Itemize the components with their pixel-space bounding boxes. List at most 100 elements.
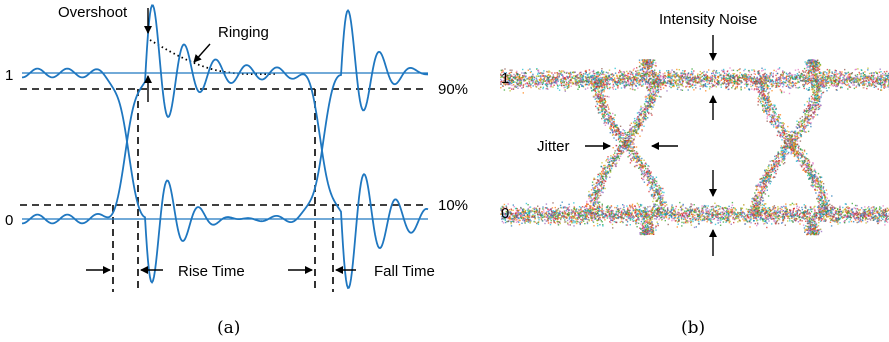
eye-sample-dot [571,216,573,218]
eye-sample-dot [783,91,785,93]
eye-sample-dot [758,72,761,74]
eye-sample-dot [855,217,857,219]
eye-sample-dot [520,217,523,220]
eye-sample-dot [625,81,627,83]
eye-sample-dot [779,82,781,85]
eye-sample-dot [843,75,846,77]
eye-sample-dot [537,75,539,77]
eye-sample-dot [880,219,882,222]
eye-sample-dot [887,84,889,86]
eye-sample-dot [663,74,665,77]
eye-sample-dot [865,83,867,85]
eye-sample-dot [583,206,586,208]
eye-sample-dot [654,77,656,80]
eye-sample-dot [651,79,653,81]
eye-sample-dot [529,215,531,217]
eye-sample-dot [631,81,634,83]
eye-sample-dot [807,219,809,222]
eye-sample-dot [622,208,624,210]
eye-sample-dot [500,87,502,89]
eye-sample-dot [748,217,750,219]
eye-sample-dot [723,211,725,213]
eye-sample-dot [723,72,726,74]
eye-sample-dot [772,208,774,210]
eye-sample-dot [657,75,659,77]
eye-sample-dot [703,80,705,82]
eye-sample-dot [812,85,814,87]
eye-sample-dot [724,206,727,209]
eye-sample-dot [872,81,874,83]
eye-sample-dot [887,209,889,212]
eye-sample-dot [725,74,727,77]
eye-sample-dot [580,215,583,217]
eye-sample-dot [546,214,549,216]
eye-sample-dot [570,82,572,84]
eye-sample-dot [736,81,739,83]
eye-sample-dot [534,81,537,83]
eye-sample-dot [801,80,804,82]
eye-sample-dot [757,219,759,221]
eye-sample-dot [568,206,571,208]
eye-sample-dot [716,209,718,212]
eye-sample-dot [682,85,684,88]
eye-sample-dot [761,70,763,72]
eye-sample-dot [817,212,819,215]
eye-sample-dot [644,216,647,218]
eye-sample-dot [519,215,522,217]
eye-sample-dot [563,216,565,218]
eye-sample-dot [743,213,746,215]
eye-sample-dot [678,75,680,78]
eye-sample-dot [880,86,882,89]
eye-sample-dot [570,79,573,81]
eye-sample-dot [602,213,605,215]
eye-sample-dot [590,202,592,204]
eye-sample-dot [543,211,545,213]
eye-sample-dot [544,216,546,218]
eye-sample-dot [776,211,779,214]
eye-sample-dot [626,224,628,226]
eye-sample-dot [862,72,864,75]
eye-sample-dot [872,218,875,220]
eye-sample-dot [878,78,880,80]
eye-sample-dot [557,221,559,224]
eye-sample-dot [782,210,784,212]
eye-sample-dot [706,212,709,215]
eye-sample-dot [779,89,782,91]
eye-sample-dot [556,215,558,217]
eye-sample-dot [707,77,710,79]
eye-sample-dot [691,68,693,70]
eye-sample-dot [762,69,764,71]
eye-sample-dot [690,205,692,208]
eye-sample-dot [828,81,830,83]
eye-sample-dot [650,210,652,212]
eye-sample-dot [684,74,686,76]
eye-sample-dot [637,217,639,220]
eye-sample-dot [631,203,634,206]
eye-sample-dot [668,85,671,88]
eye-sample-dot [844,79,846,81]
eye-sample-dot [777,214,779,217]
eye-sample-dot [647,71,649,73]
eye-sample-dot [727,74,729,76]
eye-sample-dot [796,205,798,207]
eye-sample-dot [642,72,644,75]
eye-sample-dot [550,209,552,212]
eye-sample-dot [573,202,575,204]
eye-sample-dot [654,218,656,220]
eye-sample-dot [764,77,766,80]
eye-sample-dot [711,221,713,224]
eye-sample-dot [750,73,753,76]
eye-sample-dot [698,221,700,223]
eye-sample-dot [772,80,774,83]
eye-sample-dot [629,209,631,211]
eye-sample-dot [794,69,797,71]
eye-sample-dot [743,78,746,81]
eye-sample-dot [710,206,712,208]
eye-sample-dot [595,77,597,80]
eye-sample-dot [834,71,836,73]
eye-sample-dot [712,70,714,72]
eye-sample-dot [813,84,815,87]
eye-sample-dot [572,81,574,83]
eye-sample-dot [572,75,575,77]
eye-sample-dot [834,207,836,210]
